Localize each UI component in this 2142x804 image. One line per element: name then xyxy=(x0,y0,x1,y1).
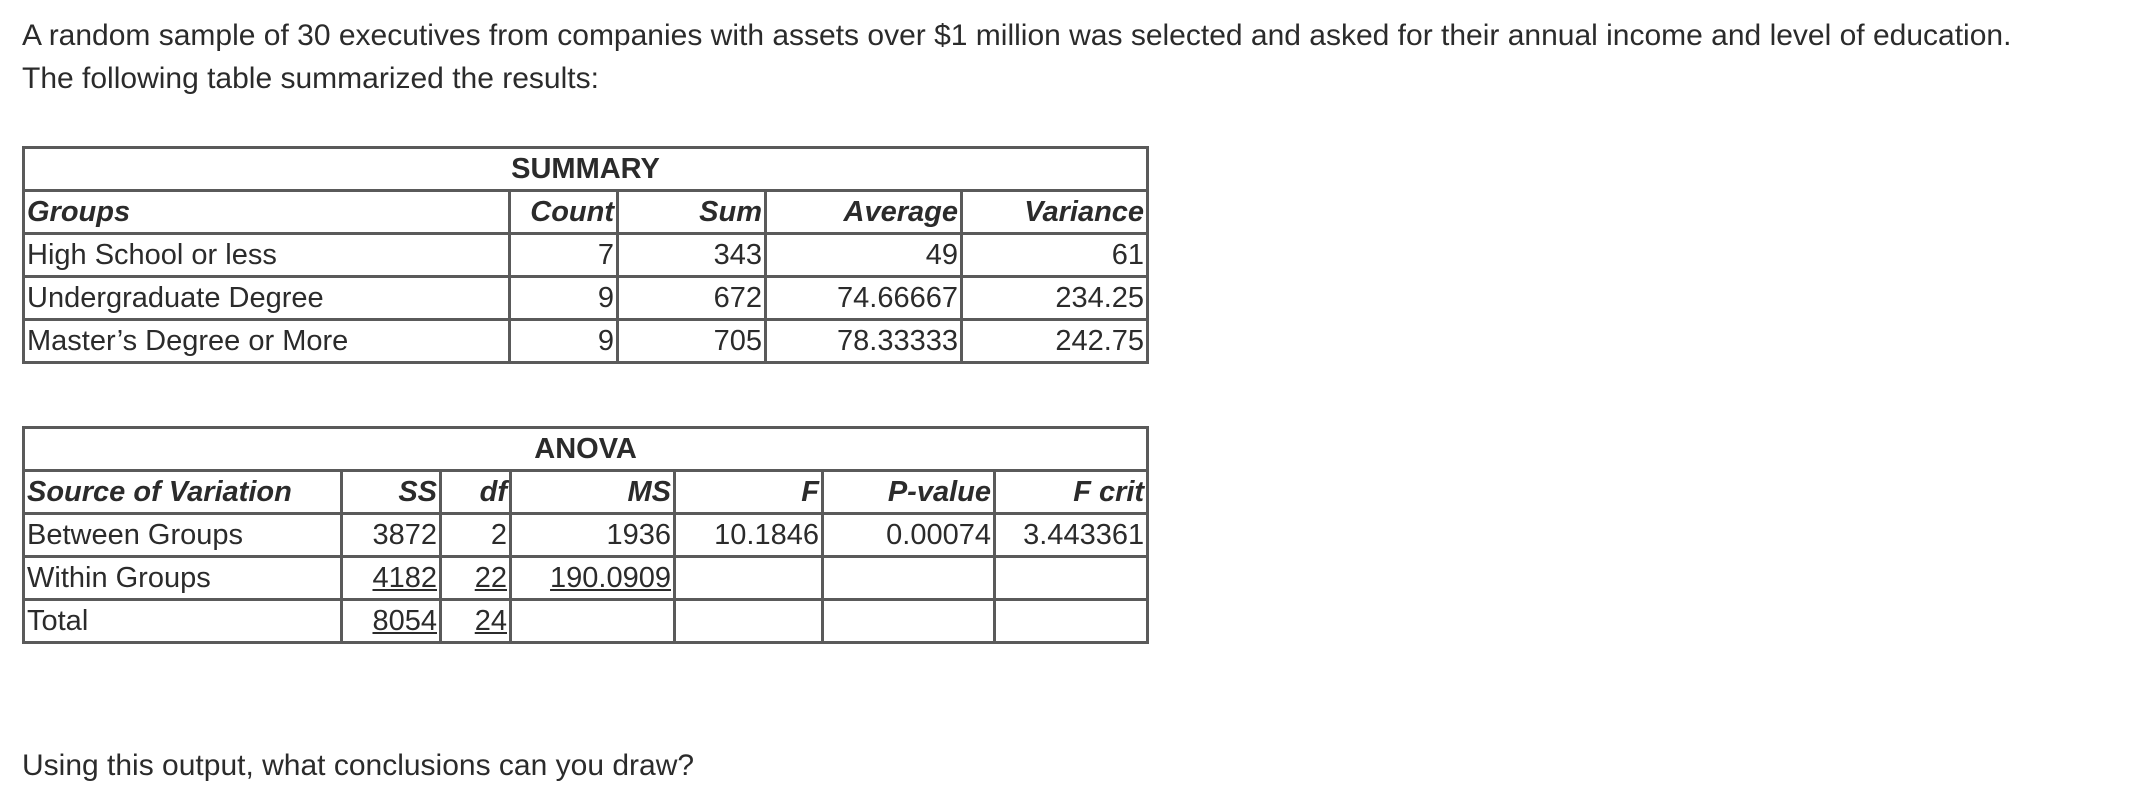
anova-cell-ss: 4182 xyxy=(340,555,442,601)
summary-cell-average: 49 xyxy=(764,232,963,278)
summary-cell-sum: 672 xyxy=(616,275,767,321)
summary-cell-average: 74.66667 xyxy=(764,275,963,321)
summary-header-groups: Groups xyxy=(22,189,511,235)
summary-cell-count: 7 xyxy=(508,232,619,278)
table-row: High School or less 7 343 49 61 xyxy=(22,232,1150,278)
anova-header-ms: MS xyxy=(509,469,676,515)
anova-cell-f xyxy=(673,555,824,601)
anova-cell-ss: 3872 xyxy=(340,512,442,558)
table-row: Undergraduate Degree 9 672 74.66667 234.… xyxy=(22,275,1150,321)
anova-title-row: ANOVA xyxy=(21,426,1150,472)
anova-cell-p-value xyxy=(821,555,996,601)
anova-cell-p-value: 0.00074 xyxy=(821,512,996,558)
anova-cell-f xyxy=(673,598,824,644)
anova-table: ANOVA Source of Variation SS df MS F P-v… xyxy=(21,426,1150,644)
anova-cell-ms: 1936 xyxy=(509,512,676,558)
summary-cell-variance: 234.25 xyxy=(959,275,1150,321)
anova-cell-p-value xyxy=(821,598,996,644)
summary-cell-sum: 705 xyxy=(616,318,767,364)
table-row: Between Groups 3872 2 1936 10.1846 0.000… xyxy=(22,512,1150,558)
anova-title: ANOVA xyxy=(21,426,1150,472)
anova-cell-ms xyxy=(509,598,676,644)
summary-header-sum: Sum xyxy=(616,189,767,235)
summary-table: SUMMARY Groups Count Sum Average Varianc… xyxy=(21,146,1150,364)
anova-cell-source: Total xyxy=(22,598,343,644)
intro-text: A random sample of 30 executives from co… xyxy=(22,14,2132,100)
table-row: Total 8054 24 xyxy=(22,598,1150,644)
intro-line-2: The following table summarized the resul… xyxy=(22,62,599,95)
summary-cell-group: Undergraduate Degree xyxy=(22,275,511,321)
anova-cell-ss: 8054 xyxy=(340,598,442,644)
anova-header-f-crit: F crit xyxy=(992,469,1150,515)
summary-cell-variance: 61 xyxy=(959,232,1150,278)
anova-cell-ms: 190.0909 xyxy=(509,555,676,601)
summary-cell-sum: 343 xyxy=(616,232,767,278)
table-row: Master’s Degree or More 9 705 78.33333 2… xyxy=(22,318,1150,364)
anova-cell-source: Within Groups xyxy=(22,555,343,601)
summary-title: SUMMARY xyxy=(21,146,1150,192)
summary-title-row: SUMMARY xyxy=(21,146,1150,192)
anova-cell-f-crit: 3.443361 xyxy=(992,512,1150,558)
intro-line-1: A random sample of 30 executives from co… xyxy=(22,19,2012,52)
anova-cell-f-crit xyxy=(992,598,1150,644)
summary-header-count: Count xyxy=(508,189,619,235)
anova-cell-source: Between Groups xyxy=(22,512,343,558)
anova-cell-df: 2 xyxy=(439,512,512,558)
anova-cell-df: 22 xyxy=(439,555,512,601)
summary-cell-average: 78.33333 xyxy=(764,318,963,364)
table-row: Within Groups 4182 22 190.0909 xyxy=(22,555,1150,601)
anova-header-p-value: P-value xyxy=(821,469,996,515)
anova-header-f: F xyxy=(673,469,824,515)
anova-header-row: Source of Variation SS df MS F P-value F… xyxy=(22,469,1150,515)
summary-cell-variance: 242.75 xyxy=(959,318,1150,364)
summary-cell-count: 9 xyxy=(508,275,619,321)
summary-header-variance: Variance xyxy=(959,189,1150,235)
question-text: Using this output, what conclusions can … xyxy=(22,749,695,782)
summary-header-row: Groups Count Sum Average Variance xyxy=(22,189,1150,235)
anova-cell-f-crit xyxy=(992,555,1150,601)
anova-cell-df: 24 xyxy=(439,598,512,644)
summary-cell-count: 9 xyxy=(508,318,619,364)
summary-cell-group: Master’s Degree or More xyxy=(22,318,511,364)
anova-header-df: df xyxy=(439,469,512,515)
anova-header-source: Source of Variation xyxy=(22,469,343,515)
anova-header-ss: SS xyxy=(340,469,442,515)
summary-header-average: Average xyxy=(764,189,963,235)
anova-cell-f: 10.1846 xyxy=(673,512,824,558)
summary-cell-group: High School or less xyxy=(22,232,511,278)
